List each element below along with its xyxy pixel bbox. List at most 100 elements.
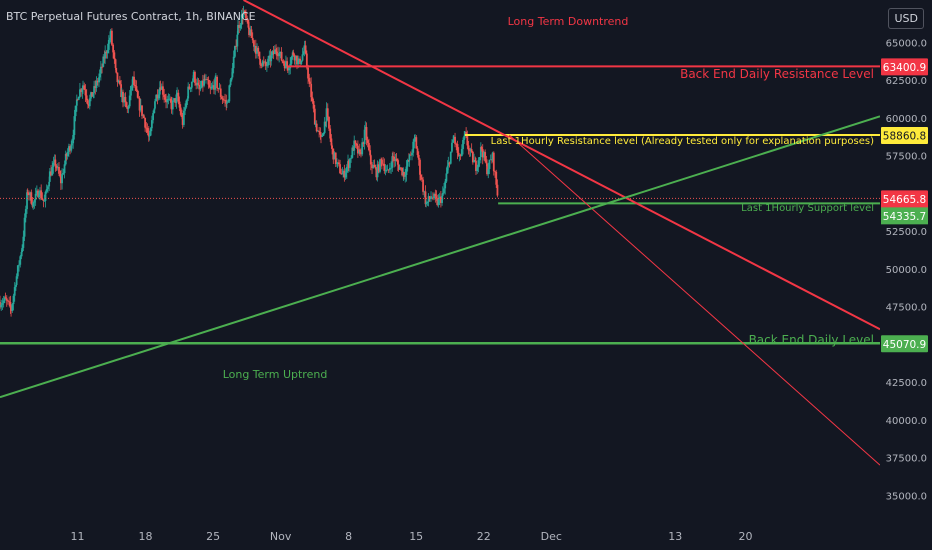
candle-body xyxy=(27,192,30,196)
candle-body xyxy=(475,160,477,171)
candle-body xyxy=(104,51,107,59)
back-end-daily-level-label: Back End Daily Level xyxy=(749,333,874,347)
candle-body xyxy=(330,138,333,146)
candle-body xyxy=(8,301,11,303)
candle-body xyxy=(451,142,453,152)
candle-body xyxy=(50,171,52,176)
candle-body xyxy=(491,152,494,161)
candle-body xyxy=(20,252,23,257)
candle-body xyxy=(2,300,5,304)
candle-body xyxy=(277,53,279,57)
candle-body xyxy=(79,89,81,97)
candle-body xyxy=(125,102,128,108)
candle-body xyxy=(303,45,306,52)
candle-body xyxy=(56,166,59,169)
candle-body xyxy=(99,66,102,74)
candle-body xyxy=(116,72,119,83)
candle-body xyxy=(219,88,222,97)
candle-body xyxy=(376,164,379,178)
candle-body xyxy=(150,120,153,129)
candle-body xyxy=(463,135,466,140)
candle-body xyxy=(71,143,73,146)
candle-body xyxy=(70,145,73,151)
candle-body xyxy=(154,101,156,109)
candle-body xyxy=(413,138,416,142)
candle-body xyxy=(228,85,231,102)
candle-body xyxy=(176,92,179,95)
candle-body xyxy=(137,97,140,99)
candle-body xyxy=(422,179,424,192)
candle-body xyxy=(66,151,69,157)
candle-body xyxy=(40,190,43,199)
candle-body xyxy=(145,127,148,129)
candle-body xyxy=(77,96,80,101)
candle-body xyxy=(390,167,392,169)
candle-body xyxy=(322,132,325,136)
candle-body xyxy=(251,37,254,41)
candle-body xyxy=(286,66,289,71)
candle-body xyxy=(174,98,177,103)
candle-body xyxy=(278,53,281,57)
candle-body xyxy=(495,171,498,185)
candle-body xyxy=(254,45,257,54)
candle-body xyxy=(351,147,354,158)
candle-body xyxy=(476,167,479,171)
candle-body xyxy=(48,171,51,182)
candle-body xyxy=(18,264,20,266)
candle-body xyxy=(117,80,120,83)
support-hourly-price-tag: 54335.7 xyxy=(883,211,926,223)
candle-body xyxy=(0,304,3,308)
candle-body xyxy=(181,117,184,125)
candle-body xyxy=(139,105,142,111)
candle-body xyxy=(22,236,25,248)
candle-body xyxy=(105,51,108,54)
candle-body xyxy=(51,167,54,176)
candle-body xyxy=(258,51,261,59)
candle-body xyxy=(479,147,482,158)
candle-body xyxy=(425,202,428,205)
candle-body xyxy=(3,297,6,301)
long-term-uptrend-line[interactable] xyxy=(0,115,881,399)
price-axis[interactable]: 65000.062500.060000.057500.055000.052500… xyxy=(880,0,932,550)
hourly-resistance-label: Last 1Hourly Resistance level (Already t… xyxy=(491,136,874,147)
candle-body xyxy=(106,49,109,54)
candle-body xyxy=(438,196,441,199)
last-price-tag: 54665.8 xyxy=(883,194,926,206)
candle-body xyxy=(320,134,322,137)
candle-body xyxy=(350,157,353,159)
candle-body xyxy=(473,159,475,163)
x-tick-label: 22 xyxy=(477,530,491,543)
resistance-daily-price-tag-bg xyxy=(881,58,928,76)
candle-body xyxy=(403,172,405,177)
candle-body xyxy=(34,193,37,200)
candle-body xyxy=(33,199,36,203)
candle-body xyxy=(300,60,303,64)
candle-body xyxy=(16,265,19,277)
long-term-downtrend-line[interactable] xyxy=(243,0,881,331)
y-tick-label: 60000.0 xyxy=(886,114,927,125)
candle-body xyxy=(373,164,376,168)
candle-body xyxy=(369,155,372,165)
candle-body xyxy=(457,152,460,156)
candle-body xyxy=(63,164,66,174)
candle-body xyxy=(114,59,117,68)
candle-body xyxy=(387,169,390,171)
candle-body xyxy=(301,54,304,61)
candle-body xyxy=(7,300,9,302)
candle-body xyxy=(163,94,166,98)
candle-body xyxy=(159,87,162,90)
candle-body xyxy=(73,116,76,135)
downtrend-projection-line[interactable] xyxy=(508,134,881,466)
candle-body xyxy=(417,154,420,160)
candle-body xyxy=(311,97,314,102)
candle-body xyxy=(331,145,333,149)
x-tick-label: 8 xyxy=(345,530,352,543)
candle-body xyxy=(416,148,419,155)
candle-body xyxy=(166,99,169,103)
time-axis[interactable]: 11 18 25 Nov 8 15 22 Dec 13 20 xyxy=(70,530,752,543)
candle-body xyxy=(426,201,429,203)
candle-body xyxy=(21,247,24,253)
candle-body xyxy=(238,24,241,28)
currency-button[interactable]: USD xyxy=(888,8,924,29)
